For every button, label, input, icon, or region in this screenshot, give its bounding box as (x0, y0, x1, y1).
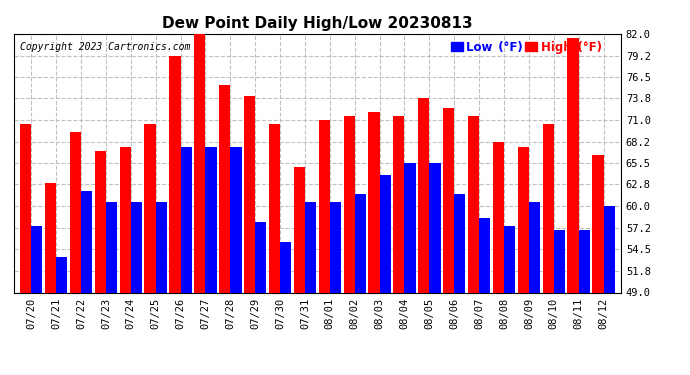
Bar (255, 222, 266, 292)
Bar (194, 34, 206, 292)
Bar (20, 124, 31, 292)
Bar (393, 116, 404, 292)
Bar (529, 202, 540, 292)
Bar (106, 202, 117, 292)
Bar (294, 167, 305, 292)
Bar (454, 195, 466, 292)
Bar (604, 206, 615, 292)
Bar (579, 230, 590, 292)
Bar (169, 56, 181, 292)
Bar (131, 202, 142, 292)
Bar (156, 202, 167, 292)
Bar (567, 38, 579, 292)
Bar (31, 226, 42, 292)
Bar (144, 124, 156, 292)
Bar (330, 202, 341, 292)
Bar (280, 242, 291, 292)
Legend: Low (°F), High (°F): Low (°F), High (°F) (450, 40, 603, 55)
Bar (468, 116, 479, 292)
Bar (269, 124, 280, 292)
Bar (230, 147, 241, 292)
Bar (479, 218, 491, 292)
Bar (504, 226, 515, 292)
Bar (368, 112, 380, 292)
Bar (119, 147, 131, 292)
Bar (81, 190, 92, 292)
Bar (244, 96, 255, 292)
Bar (404, 163, 415, 292)
Bar (554, 230, 565, 292)
Bar (542, 124, 554, 292)
Bar (493, 142, 504, 292)
Bar (380, 175, 391, 292)
Bar (219, 85, 230, 292)
Bar (206, 147, 217, 292)
Bar (429, 163, 441, 292)
Bar (95, 152, 106, 292)
Title: Dew Point Daily High/Low 20230813: Dew Point Daily High/Low 20230813 (162, 16, 473, 31)
Bar (344, 116, 355, 292)
Bar (45, 183, 56, 292)
Bar (443, 108, 454, 292)
Bar (355, 195, 366, 292)
Bar (418, 98, 429, 292)
Bar (593, 155, 604, 292)
Bar (70, 132, 81, 292)
Bar (56, 257, 68, 292)
Text: Copyright 2023 Cartronics.com: Copyright 2023 Cartronics.com (20, 42, 190, 51)
Bar (181, 147, 192, 292)
Bar (305, 202, 316, 292)
Bar (518, 147, 529, 292)
Bar (319, 120, 330, 292)
